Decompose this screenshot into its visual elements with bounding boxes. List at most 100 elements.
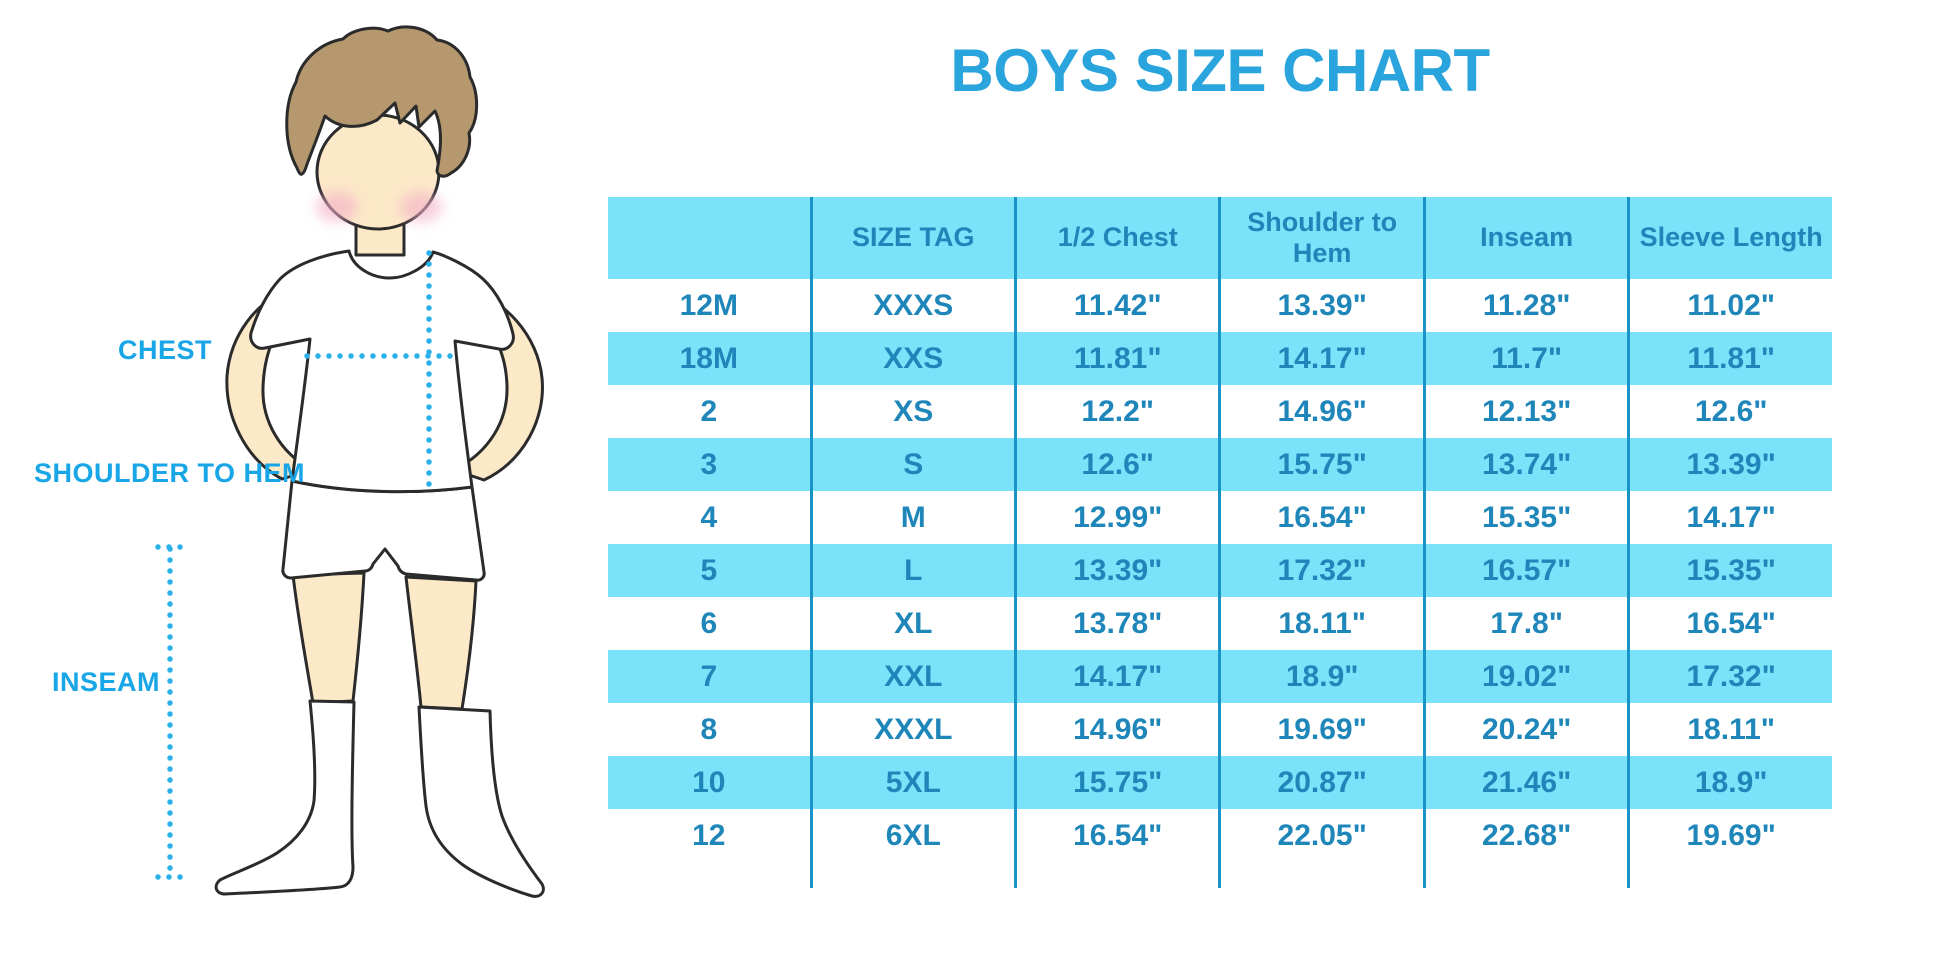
half-chest-cell: 15.75" xyxy=(1015,756,1222,809)
size-cell: 3 xyxy=(608,438,813,491)
half-chest-cell: 11.42" xyxy=(1015,279,1222,332)
table-row: 12 6XL 16.54" 22.05" 22.68" 19.69" xyxy=(608,809,1832,862)
divider-extension xyxy=(608,862,1832,888)
shoulder-to-hem-cell: 16.54" xyxy=(1219,491,1426,544)
size-cell: 18M xyxy=(608,332,813,385)
half-chest-cell: 13.78" xyxy=(1015,597,1222,650)
size-tag-cell: XXXL xyxy=(811,703,1018,756)
size-tag-cell: M xyxy=(811,491,1018,544)
boy-illustration xyxy=(155,25,545,898)
inseam-cell: 17.8" xyxy=(1424,597,1631,650)
right-sock xyxy=(417,705,545,898)
shoulder-to-hem-cell: 14.17" xyxy=(1219,332,1426,385)
sleeve-length-cell: 12.6" xyxy=(1694,394,1768,428)
table-body: 12M XXXS 11.42" 13.39" 11.28" 11.02" 18M… xyxy=(608,279,1832,862)
right-arm xyxy=(452,286,544,482)
size-cell: 12M xyxy=(608,279,813,332)
sleeve-length-cell: 18.11" xyxy=(1687,712,1776,746)
table-row: 8 XXXL 14.96" 19.69" 20.24" 18.11" xyxy=(608,703,1832,756)
column-header-shoulder-to-hem: Shoulder to Hem xyxy=(1219,197,1426,279)
size-tag-cell: XL xyxy=(811,597,1018,650)
sleeve-length-cell: 13.39" xyxy=(1686,447,1776,481)
sleeve-length-cell: 11.81" xyxy=(1687,341,1776,375)
sleeve-length-cell: 19.69" xyxy=(1686,818,1776,852)
size-tag-cell: S xyxy=(811,438,1018,491)
half-chest-cell: 14.17" xyxy=(1015,650,1222,703)
shoulder-to-hem-cell: 18.9" xyxy=(1219,650,1426,703)
cheeks xyxy=(316,192,442,222)
column-header-size-tag: SIZE TAG xyxy=(811,197,1018,279)
shoulder-to-hem-cell: 22.05" xyxy=(1219,809,1426,862)
left-leg xyxy=(291,571,366,705)
inseam-cell: 16.57" xyxy=(1424,544,1631,597)
inseam-cell: 20.24" xyxy=(1424,703,1631,756)
inseam-cell: 19.02" xyxy=(1424,650,1631,703)
size-table: SIZE TAG 1/2 Chest Shoulder to Hem Insea… xyxy=(608,197,1832,888)
size-cell: 8 xyxy=(608,703,813,756)
sleeve-length-cell: 16.54" xyxy=(1686,606,1776,640)
table-row: 2 XS 12.2" 14.96" 12.13" 12.6" xyxy=(608,385,1832,438)
half-chest-cell: 11.81" xyxy=(1015,332,1222,385)
chest-label: CHEST xyxy=(118,335,213,365)
measurement-lines xyxy=(155,250,461,880)
inseam-cell: 13.74" xyxy=(1424,438,1631,491)
sleeve-length-cell: 11.02" xyxy=(1687,288,1776,322)
table-row: 18M XXS 11.81" 14.17" 11.7" 11.81" xyxy=(608,332,1832,385)
size-cell: 5 xyxy=(608,544,813,597)
divider-extension-row xyxy=(608,862,1832,888)
inseam-label: INSEAM xyxy=(52,667,161,697)
half-chest-cell: 12.99" xyxy=(1015,491,1222,544)
table-header: SIZE TAG 1/2 Chest Shoulder to Hem Insea… xyxy=(608,197,1832,279)
table-row: 10 5XL 15.75" 20.87" 21.46" 18.9" xyxy=(608,756,1832,809)
table-row: 5 L 13.39" 17.32" 16.57" 15.35" xyxy=(608,544,1832,597)
shoulder-to-hem-cell: 17.32" xyxy=(1219,544,1426,597)
inseam-cell: 11.7" xyxy=(1424,332,1631,385)
shoulder-to-hem-label: SHOULDER TO HEM xyxy=(34,458,306,488)
size-tag-cell: XXS xyxy=(811,332,1018,385)
column-header-inseam: Inseam xyxy=(1424,197,1631,279)
shoulder-to-hem-cell: 14.96" xyxy=(1219,385,1426,438)
shoulder-to-hem-cell: 20.87" xyxy=(1219,756,1426,809)
inseam-cell: 11.28" xyxy=(1424,279,1631,332)
shoulder-to-hem-cell: 13.39" xyxy=(1219,279,1426,332)
half-chest-cell: 14.96" xyxy=(1015,703,1222,756)
right-leg xyxy=(404,575,478,711)
half-chest-cell: 13.39" xyxy=(1015,544,1222,597)
column-header-size xyxy=(608,197,813,279)
left-sock xyxy=(214,699,356,896)
column-header-half-chest: 1/2 Chest xyxy=(1015,197,1222,279)
size-tag-cell: 6XL xyxy=(811,809,1018,862)
hair xyxy=(285,25,479,178)
table-row: 12M XXXS 11.42" 13.39" 11.28" 11.02" xyxy=(608,279,1832,332)
size-tag-cell: XXXS xyxy=(811,279,1018,332)
size-cell: 10 xyxy=(608,756,813,809)
size-cell: 2 xyxy=(608,385,813,438)
size-tag-cell: L xyxy=(811,544,1018,597)
table-row: 4 M 12.99" 16.54" 15.35" 14.17" xyxy=(608,491,1832,544)
inseam-cell: 12.13" xyxy=(1424,385,1631,438)
inseam-cell: 21.46" xyxy=(1424,756,1631,809)
half-chest-cell: 12.2" xyxy=(1015,385,1222,438)
shoulder-to-hem-cell: 15.75" xyxy=(1219,438,1426,491)
size-cell: 6 xyxy=(608,597,813,650)
header-row: SIZE TAG 1/2 Chest Shoulder to Hem Insea… xyxy=(608,197,1832,279)
sleeve-length-cell: 18.9" xyxy=(1694,765,1768,799)
size-cell: 7 xyxy=(608,650,813,703)
sleeve-length-cell: 15.35" xyxy=(1686,553,1776,587)
page-title: BOYS SIZE CHART xyxy=(950,37,1490,104)
shoulder-to-hem-cell: 19.69" xyxy=(1219,703,1426,756)
sleeve-length-cell: 14.17" xyxy=(1686,500,1776,534)
size-tag-cell: XS xyxy=(811,385,1018,438)
table-row: 6 XL 13.78" 18.11" 17.8" 16.54" xyxy=(608,597,1832,650)
inseam-cell: 22.68" xyxy=(1424,809,1631,862)
table-row: 7 XXL 14.17" 18.9" 19.02" 17.32" xyxy=(608,650,1832,703)
size-tag-cell: 5XL xyxy=(811,756,1018,809)
measurement-figure: CHEST SHOULDER TO HEM INSEAM xyxy=(0,0,560,973)
size-cell: 12 xyxy=(608,809,813,862)
shorts xyxy=(281,479,486,582)
left-arm xyxy=(225,286,314,481)
inseam-cell: 15.35" xyxy=(1424,491,1631,544)
size-cell: 4 xyxy=(608,491,813,544)
half-chest-cell: 12.6" xyxy=(1015,438,1222,491)
